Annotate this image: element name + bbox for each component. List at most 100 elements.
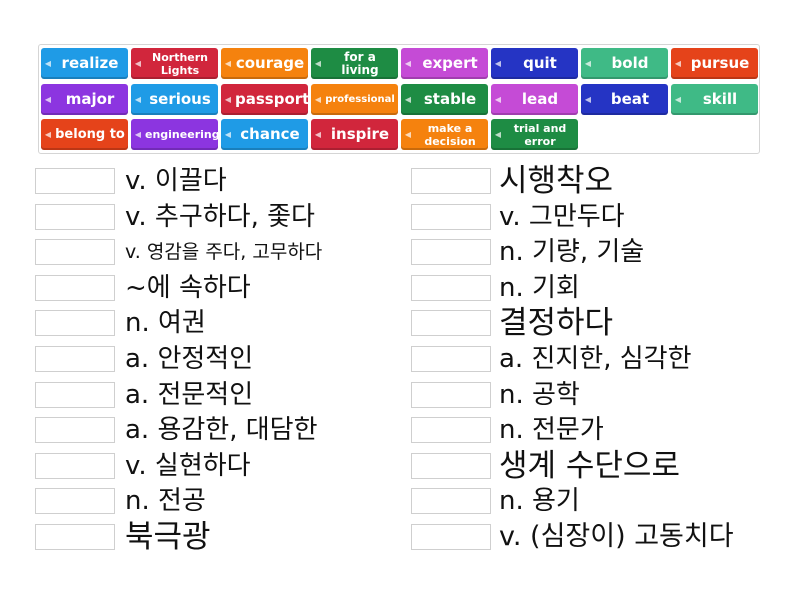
clue-text: n. 전공 xyxy=(125,486,206,517)
tile-label: for a living xyxy=(341,49,379,77)
tile-label: passport xyxy=(235,89,310,108)
tile-label: bold xyxy=(611,54,649,72)
speaker-icon[interactable]: ◀ xyxy=(404,94,412,104)
word-tile[interactable]: ◀ lead xyxy=(491,83,578,115)
drop-slot[interactable] xyxy=(35,274,115,301)
word-tile[interactable]: ◀ pursue xyxy=(671,48,758,79)
clue-text: v. 추구하다, 좇다 xyxy=(125,201,315,232)
drop-slot[interactable] xyxy=(35,239,115,266)
word-tile[interactable]: ◀ stable xyxy=(401,83,488,115)
speaker-icon[interactable]: ◀ xyxy=(224,94,232,104)
word-tile[interactable]: ◀ expert xyxy=(401,48,488,79)
tile-label: lead xyxy=(521,89,559,108)
drop-slot[interactable] xyxy=(411,417,491,444)
speaker-icon[interactable]: ◀ xyxy=(404,130,412,139)
speaker-icon[interactable]: ◀ xyxy=(134,130,142,139)
clue-text: n. 기회 xyxy=(499,272,580,303)
tile-label: serious xyxy=(149,89,211,108)
drop-slot[interactable] xyxy=(411,524,491,550)
drop-slot[interactable] xyxy=(411,203,491,230)
drop-slot[interactable] xyxy=(35,524,115,550)
tile-label: skill xyxy=(702,89,738,108)
drop-slot[interactable] xyxy=(411,452,491,479)
word-tile[interactable]: ◀ engineering xyxy=(131,119,220,150)
tile-label: stable xyxy=(423,89,477,108)
drop-slot[interactable] xyxy=(35,310,115,337)
tile-label: quit xyxy=(523,54,557,72)
word-tile[interactable]: ◀ beat xyxy=(581,83,668,115)
clue-text: a. 용감한, 대담한 xyxy=(125,415,318,446)
speaker-icon[interactable]: ◀ xyxy=(674,59,682,68)
clue-text: v. 실현하다 xyxy=(125,450,251,481)
speaker-icon[interactable]: ◀ xyxy=(584,59,592,68)
word-tile[interactable]: ◀ bold xyxy=(581,48,668,79)
speaker-icon[interactable]: ◀ xyxy=(494,59,502,68)
word-tile[interactable]: ◀ trial and error xyxy=(491,119,578,150)
drop-slot[interactable] xyxy=(411,381,491,408)
clue-text: a. 전문적인 xyxy=(125,379,254,410)
word-tile[interactable]: ◀ chance xyxy=(221,119,308,150)
speaker-icon[interactable]: ◀ xyxy=(224,59,232,68)
word-tile[interactable]: ◀ belong to xyxy=(41,119,128,150)
speaker-icon[interactable]: ◀ xyxy=(134,59,142,68)
word-tile[interactable]: ◀ Northern Lights xyxy=(131,48,218,79)
clue-text: a. 안정적인 xyxy=(125,344,254,374)
word-tile[interactable]: ◀ serious xyxy=(131,83,218,115)
word-tile[interactable]: ◀ quit xyxy=(491,48,578,79)
speaker-icon[interactable]: ◀ xyxy=(44,59,52,68)
word-tile[interactable]: ◀ courage xyxy=(221,48,308,79)
tile-label: realize xyxy=(61,54,119,72)
tile-label: courage xyxy=(235,54,305,72)
clue-text: a. 진지한, 심각한 xyxy=(499,344,692,374)
speaker-icon[interactable]: ◀ xyxy=(584,94,592,104)
word-tile[interactable]: ◀ skill xyxy=(671,83,758,115)
clue-text: v. 그만두다 xyxy=(499,201,625,232)
word-tile[interactable]: ◀ inspire xyxy=(311,119,398,150)
word-tile[interactable]: ◀ professional xyxy=(311,83,398,115)
clue-text: ~에 속하다 xyxy=(125,272,251,303)
speaker-icon[interactable]: ◀ xyxy=(674,94,682,104)
tile-label: trial and error xyxy=(513,121,567,148)
clue-text: 결정하다 xyxy=(499,305,614,342)
speaker-icon[interactable]: ◀ xyxy=(494,130,502,139)
clue-text: v. 이끌다 xyxy=(125,166,227,196)
word-tile[interactable]: ◀ major xyxy=(41,83,128,115)
drop-slot[interactable] xyxy=(411,239,491,266)
drop-slot[interactable] xyxy=(411,310,491,337)
tile-label: engineering xyxy=(145,128,220,141)
speaker-icon[interactable]: ◀ xyxy=(314,59,322,68)
clue-text: v. (심장이) 고동치다 xyxy=(499,521,734,552)
drop-slot[interactable] xyxy=(411,274,491,301)
tile-label: belong to xyxy=(55,127,125,142)
drop-slot[interactable] xyxy=(35,488,115,515)
drop-slot[interactable] xyxy=(35,168,115,194)
tile-label: Northern Lights xyxy=(152,50,208,77)
speaker-icon[interactable]: ◀ xyxy=(44,130,52,139)
drop-slot[interactable] xyxy=(35,417,115,444)
word-tile[interactable]: ◀ for a living xyxy=(311,48,398,79)
speaker-icon[interactable]: ◀ xyxy=(44,94,52,104)
speaker-icon[interactable]: ◀ xyxy=(494,94,502,104)
word-bank: ◀ realize ◀ Northern Lights ◀ courage ◀ for a l… xyxy=(38,44,760,154)
tile-label: pursue xyxy=(690,54,750,72)
drop-slot[interactable] xyxy=(411,168,491,194)
drop-slot[interactable] xyxy=(411,346,491,372)
speaker-icon[interactable]: ◀ xyxy=(224,130,232,139)
drop-slot[interactable] xyxy=(35,203,115,230)
speaker-icon[interactable]: ◀ xyxy=(404,59,412,68)
speaker-icon[interactable]: ◀ xyxy=(314,130,322,139)
drop-slot[interactable] xyxy=(35,381,115,408)
tile-label: beat xyxy=(610,89,650,108)
drop-slot[interactable] xyxy=(35,346,115,372)
speaker-icon[interactable]: ◀ xyxy=(134,94,142,104)
clue-text: 시행착오 xyxy=(499,163,614,199)
word-tile[interactable]: ◀ realize xyxy=(41,48,128,79)
word-tile[interactable]: ◀ passport xyxy=(221,83,309,115)
word-tile[interactable]: ◀ make a decision xyxy=(401,119,488,150)
tile-label: expert xyxy=(422,54,478,72)
tile-label: major xyxy=(65,89,115,108)
speaker-icon[interactable]: ◀ xyxy=(314,94,322,104)
clue-text: 생계 수단으로 xyxy=(499,447,680,484)
drop-slot[interactable] xyxy=(411,488,491,515)
drop-slot[interactable] xyxy=(35,452,115,479)
